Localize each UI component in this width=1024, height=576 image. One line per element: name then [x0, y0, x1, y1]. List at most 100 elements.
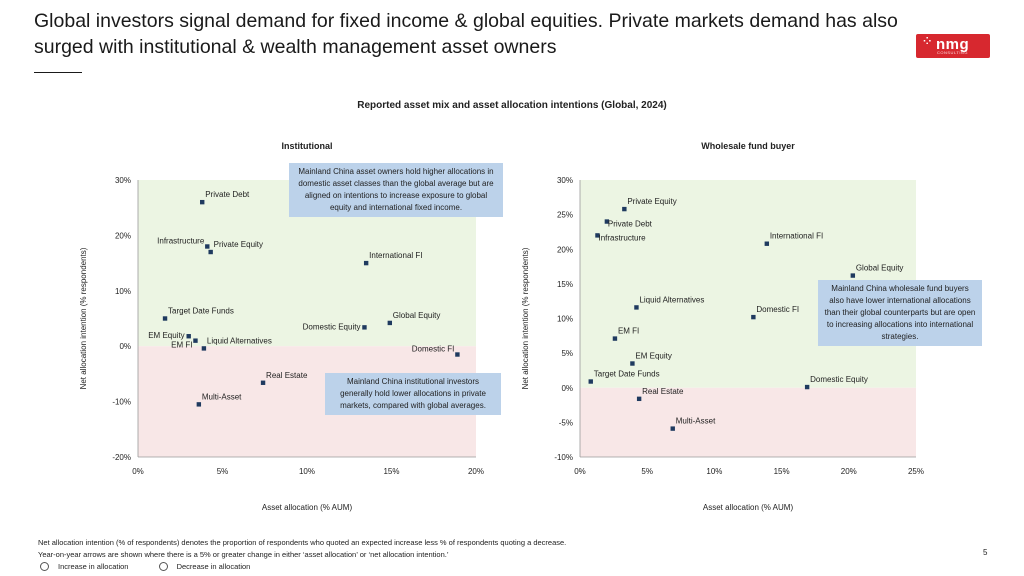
data-label-international-fi: International FI: [369, 251, 422, 260]
legend-decrease: Decrease in allocation: [158, 562, 251, 571]
data-label-infrastructure: Infrastructure: [598, 233, 646, 242]
callout-wholesale-mainland-china: Mainland China wholesale fund buyers als…: [818, 280, 982, 346]
data-label-domestic-fi: Domestic FI: [756, 305, 799, 314]
x-tick-label: 0%: [132, 467, 144, 476]
y-tick-label: 10%: [115, 287, 131, 296]
data-label-real-estate: Real Estate: [642, 387, 684, 396]
x-tick-label: 20%: [468, 467, 484, 476]
x-tick-label: 10%: [299, 467, 315, 476]
x-tick-label: 15%: [383, 467, 399, 476]
y-tick-label: 0%: [119, 342, 131, 351]
data-label-em-equity: EM Equity: [635, 352, 671, 361]
data-label-private-debt: Private Debt: [608, 220, 653, 229]
chart-subtitle: Reported asset mix and asset allocation …: [357, 100, 667, 111]
data-point-target-date-funds: [588, 379, 593, 384]
y-tick-label: -5%: [559, 418, 573, 427]
legend-increase: Increase in allocation: [40, 562, 128, 571]
y-axis-label-wholesale: Net allocation intention (% respondents): [521, 247, 530, 389]
data-label-em-fi: EM FI: [171, 341, 192, 350]
y-tick-label: 15%: [557, 280, 573, 289]
y-tick-label: 20%: [557, 245, 573, 254]
data-label-em-fi: EM FI: [618, 327, 639, 336]
data-point-global-equity: [850, 273, 856, 278]
data-point-domestic-fi: [455, 352, 460, 357]
callout-institutional-mainland-china: Mainland China asset owners hold higher …: [289, 163, 503, 217]
logo-subtext: CONSULTING: [937, 50, 968, 55]
data-label-international-fi: International FI: [770, 232, 823, 241]
data-label-global-equity: Global Equity: [856, 264, 904, 273]
x-tick-label: 25%: [908, 467, 924, 476]
data-label-target-date-funds: Target Date Funds: [168, 307, 234, 316]
y-tick-label: 20%: [115, 231, 131, 240]
data-point-em-fi: [612, 336, 618, 341]
x-axis-label-wholesale: Asset allocation (% AUM): [703, 503, 794, 512]
data-label-private-equity: Private Equity: [214, 240, 263, 249]
y-axis-label-institutional: Net allocation intention (% respondents): [79, 247, 88, 389]
data-point-em-equity: [186, 334, 191, 339]
page-number: 5: [983, 548, 988, 557]
data-label-multi-asset: Multi-Asset: [202, 392, 242, 401]
data-label-target-date-funds: Target Date Funds: [594, 370, 660, 379]
legend-decrease-label: Decrease in allocation: [176, 562, 251, 571]
x-tick-label: 10%: [706, 467, 722, 476]
data-point-private-equity: [622, 206, 627, 212]
logo-dots-icon: ⁘: [923, 36, 932, 47]
legend-increase-label: Increase in allocation: [58, 562, 129, 571]
data-label-liquid-alternatives: Liquid Alternatives: [639, 295, 704, 304]
data-label-global-equity: Global Equity: [393, 311, 441, 320]
data-label-liquid-alternatives: Liquid Alternatives: [207, 336, 272, 345]
data-point-private-equity: [208, 249, 213, 255]
footnote-arrows: Year-on-year arrows are shown where ther…: [38, 550, 449, 559]
data-point-domestic-equity: [362, 325, 367, 330]
data-point-multi-asset: [670, 426, 675, 431]
legend: Increase in allocation Decrease in alloc…: [40, 562, 278, 571]
x-axis-label-institutional: Asset allocation (% AUM): [262, 503, 353, 512]
x-tick-label: 0%: [574, 467, 586, 476]
data-point-infrastructure: [595, 233, 600, 238]
x-tick-label: 20%: [841, 467, 857, 476]
data-point-em-fi: [193, 338, 198, 343]
y-tick-label: -10%: [112, 398, 131, 407]
data-point-multi-asset: [196, 402, 202, 407]
y-tick-label: 25%: [557, 211, 573, 220]
data-point-em-equity: [630, 361, 635, 366]
footnote-definition: Net allocation intention (% of responden…: [38, 538, 567, 547]
y-tick-label: 30%: [115, 176, 131, 185]
data-label-infrastructure: Infrastructure: [157, 236, 205, 245]
data-point-real-estate: [636, 396, 642, 402]
data-label-domestic-fi: Domestic FI: [412, 345, 455, 354]
y-tick-label: 10%: [557, 315, 573, 324]
callout-institutional-private-markets: Mainland China institutional investors g…: [325, 373, 501, 415]
data-point-private-debt: [200, 199, 205, 205]
data-point-target-date-funds: [162, 316, 168, 321]
x-tick-label: 5%: [217, 467, 229, 476]
data-point-domestic-fi: [751, 314, 756, 320]
data-point-real-estate: [260, 380, 266, 385]
nmg-logo: ⁘ nmg CONSULTING: [916, 34, 990, 58]
data-point-global-equity: [387, 320, 393, 326]
data-label-em-equity: EM Equity: [148, 331, 184, 340]
circle-outline-icon: [158, 562, 168, 571]
logo-text: nmg: [936, 36, 970, 53]
negative-zone: [580, 387, 916, 457]
data-point-infrastructure: [205, 244, 210, 249]
chart-title-institutional: Institutional: [282, 141, 333, 151]
y-tick-label: 5%: [561, 349, 573, 358]
y-tick-label: -10%: [554, 453, 573, 462]
data-label-domestic-equity: Domestic Equity: [810, 375, 868, 384]
x-tick-label: 15%: [774, 467, 790, 476]
x-tick-label: 5%: [641, 467, 653, 476]
data-point-international-fi: [764, 241, 770, 246]
y-tick-label: 0%: [561, 384, 573, 393]
data-point-private-debt: [604, 219, 610, 224]
page-title: Global investors signal demand for fixed…: [34, 10, 898, 58]
title-underline: [34, 72, 82, 73]
data-label-multi-asset: Multi-Asset: [676, 417, 716, 426]
data-point-liquid-alternatives: [201, 346, 207, 351]
y-tick-label: 30%: [557, 176, 573, 185]
data-point-international-fi: [363, 260, 369, 266]
circle-outline-icon: [40, 562, 49, 571]
data-point-liquid-alternatives: [634, 305, 639, 310]
chart-title-wholesale: Wholesale fund buyer: [701, 141, 795, 151]
